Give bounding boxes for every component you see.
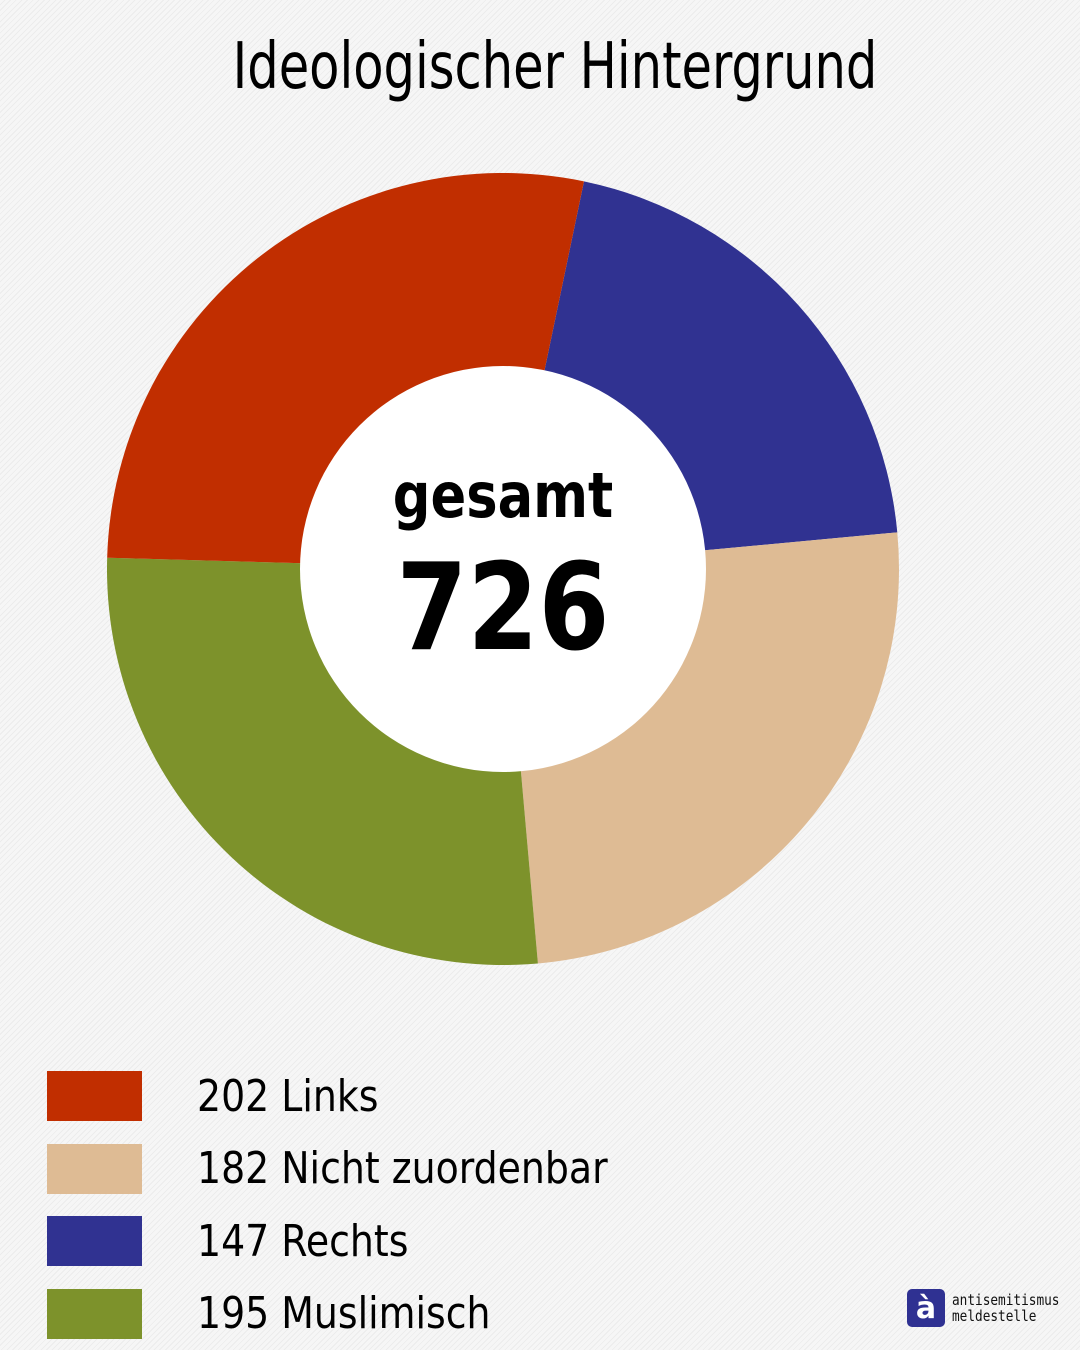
legend-item-links: 202 Links	[47, 1060, 675, 1133]
chart-title: Ideologischer Hintergrund	[232, 30, 878, 104]
logo-line-1: antisemitismus	[952, 1291, 1060, 1309]
legend-swatch	[47, 1288, 142, 1339]
legend-item-nicht-zuordenbar: 182 Nicht zuordenbar	[47, 1133, 675, 1206]
legend: 202 Links 182 Nicht zuordenbar 147 Recht…	[47, 1060, 675, 1350]
total-label: gesamt	[392, 459, 614, 532]
logo-text: antisemitismus meldestelle	[952, 1292, 1059, 1324]
legend-item-rechts: 147 Rechts	[47, 1205, 675, 1278]
logo: à antisemitismus meldestelle	[907, 1289, 1078, 1327]
center-total: gesamt 726	[300, 465, 706, 669]
legend-label: 182 Nicht zuordenbar	[197, 1143, 608, 1195]
legend-label: 202 Links	[197, 1070, 379, 1122]
legend-label: 147 Rechts	[197, 1215, 409, 1267]
logo-line-2: meldestelle	[952, 1307, 1037, 1325]
legend-swatch	[47, 1143, 142, 1194]
donut-hole	[300, 366, 706, 772]
total-value: 726	[396, 539, 610, 678]
legend-swatch	[47, 1216, 142, 1267]
legend-item-muslimisch: 195 Muslimisch	[47, 1278, 675, 1350]
logo-icon: à	[907, 1289, 945, 1327]
legend-label: 195 Muslimisch	[197, 1288, 491, 1340]
donut-chart	[107, 173, 899, 965]
legend-swatch	[47, 1071, 142, 1122]
